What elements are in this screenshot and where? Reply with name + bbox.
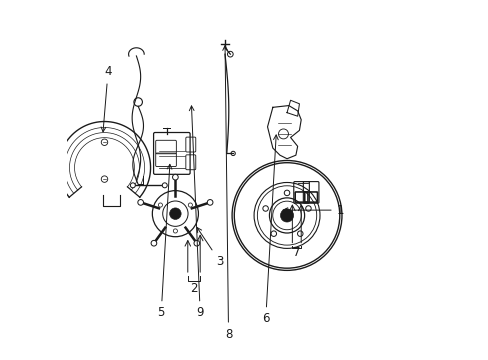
Circle shape	[151, 240, 157, 246]
Circle shape	[194, 240, 199, 246]
Text: 6: 6	[262, 135, 278, 325]
Circle shape	[280, 209, 293, 222]
Circle shape	[207, 199, 212, 205]
Text: 2: 2	[190, 282, 198, 294]
Text: 1: 1	[283, 204, 344, 217]
Circle shape	[130, 183, 135, 188]
Text: 9: 9	[189, 106, 203, 319]
Text: 3: 3	[197, 228, 223, 268]
Circle shape	[138, 199, 143, 205]
Circle shape	[172, 174, 178, 180]
Text: 8: 8	[223, 46, 232, 341]
Text: 4: 4	[101, 66, 112, 132]
Circle shape	[162, 183, 167, 188]
Circle shape	[169, 208, 181, 220]
Text: 7: 7	[293, 246, 300, 259]
Text: 5: 5	[157, 165, 172, 319]
